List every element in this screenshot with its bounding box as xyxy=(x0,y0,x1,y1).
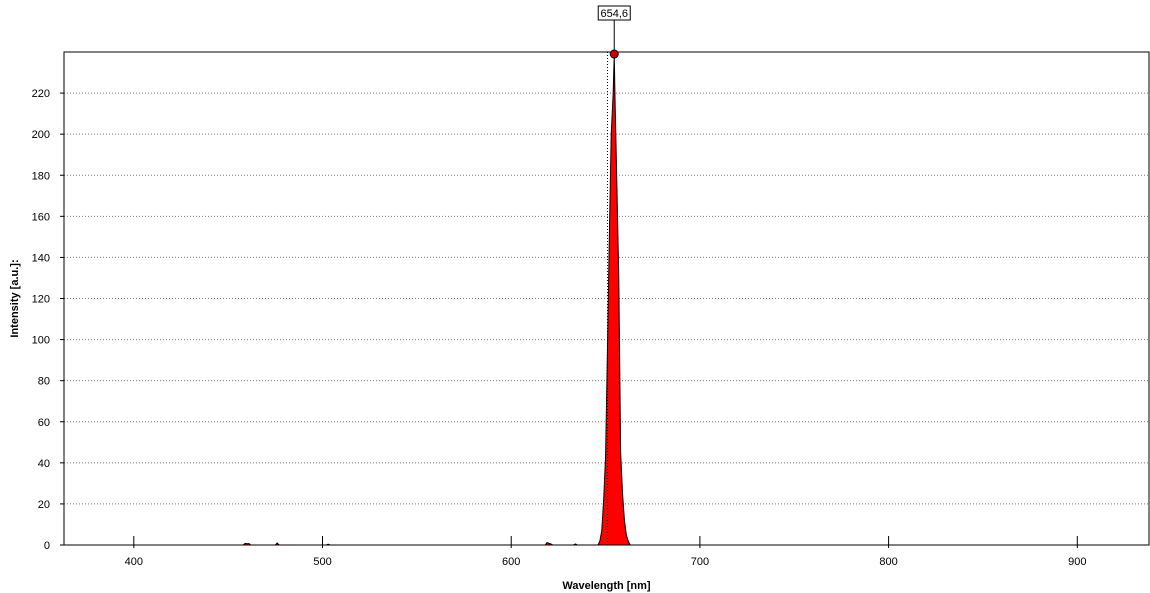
y-tick-label: 0 xyxy=(44,540,50,552)
x-axis-label: Wavelength [nm] xyxy=(562,580,651,592)
peak-label: 654,6 xyxy=(600,8,628,20)
y-tick-label: 140 xyxy=(32,252,50,264)
y-tick-label: 60 xyxy=(38,417,50,429)
y-tick-label: 20 xyxy=(38,499,50,511)
y-tick-label: 120 xyxy=(32,294,50,306)
x-axis-ticks: 400 500 600 700 800 900 xyxy=(125,536,1086,568)
y-tick-label: 100 xyxy=(32,335,50,347)
y-tick-label: 200 xyxy=(32,129,50,141)
peak-marker-dot xyxy=(609,49,619,59)
x-tick-label: 400 xyxy=(125,556,143,568)
peak-marker-group: 654,6 xyxy=(597,5,631,59)
x-tick-label: 600 xyxy=(502,556,520,568)
y-tick-label: 220 xyxy=(32,88,50,100)
grid-lines xyxy=(64,92,1149,505)
x-tick-label: 800 xyxy=(879,556,897,568)
y-tick-label: 180 xyxy=(32,170,50,182)
y-axis-label: Intensity [a.u.]: xyxy=(9,259,21,337)
x-tick-label: 500 xyxy=(313,556,331,568)
peak-label-box xyxy=(597,5,631,21)
y-tick-label: 160 xyxy=(32,211,50,223)
y-tick-label: 40 xyxy=(38,458,50,470)
x-tick-label: 900 xyxy=(1068,556,1086,568)
y-tick-label: 80 xyxy=(38,376,50,388)
y-axis-ticks: 0 20 40 60 80 100 120 140 160 180 200 220 xyxy=(32,88,64,552)
x-tick-label: 700 xyxy=(691,556,709,568)
